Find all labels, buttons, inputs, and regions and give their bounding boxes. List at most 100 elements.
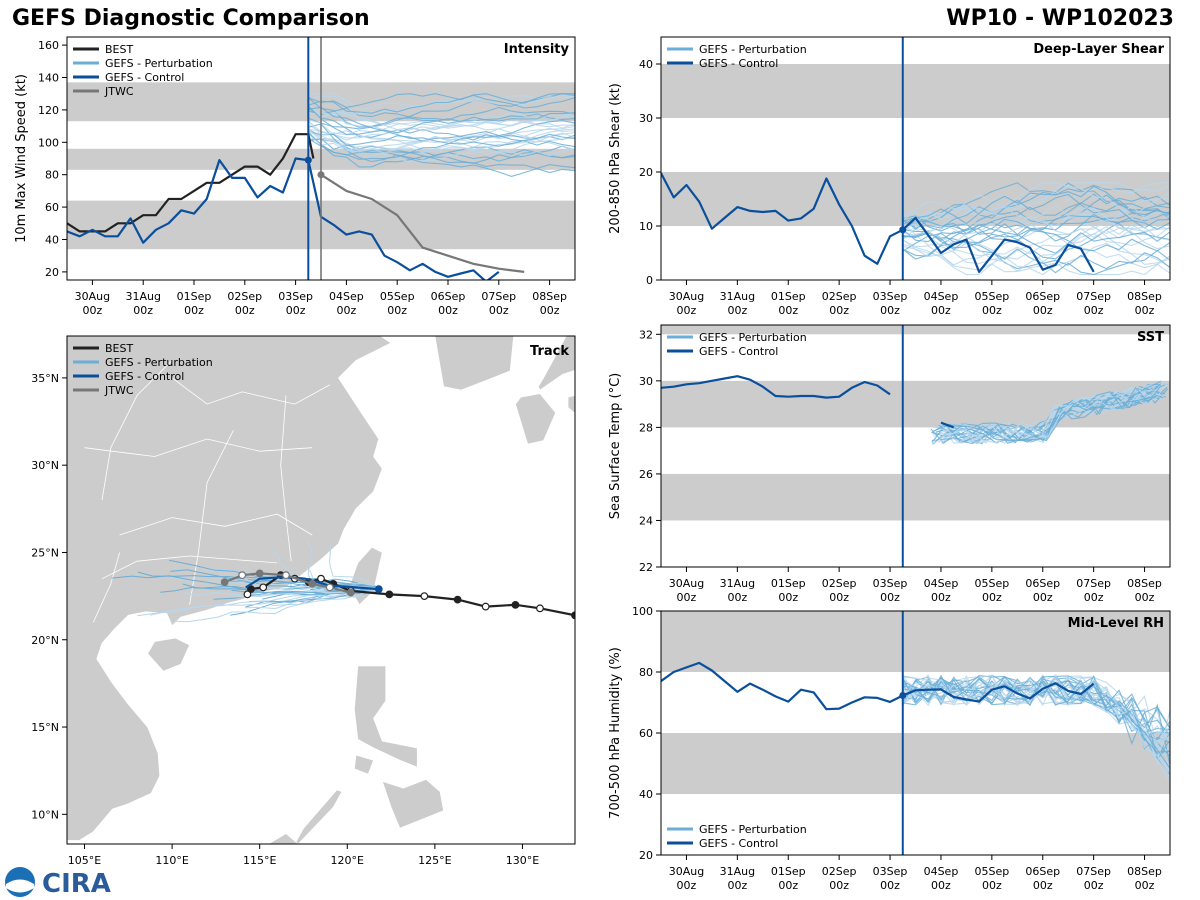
- sst-xtick-hour: 00z: [829, 591, 849, 604]
- page-title: GEFS Diagnostic Comparison: [12, 6, 370, 31]
- land-luzon: [353, 665, 418, 768]
- intensity-ytick-label: 80: [45, 169, 59, 182]
- shear-xtick-date: 03Sep: [873, 290, 908, 303]
- intensity-perturbation-line: [307, 111, 575, 139]
- land-shikoku: [567, 394, 575, 414]
- rh-xtick-date: 30Aug: [669, 865, 704, 878]
- shear-legend-label: GEFS - Perturbation: [699, 43, 807, 56]
- track-xtick-label: 125°E: [418, 854, 451, 867]
- land-palawan: [294, 789, 343, 844]
- shear-perturbation-line: [902, 193, 1170, 241]
- track-point-jtwc: [220, 578, 229, 587]
- track-point-jtwc: [282, 571, 290, 580]
- rh-ytick-label: 40: [639, 788, 653, 801]
- track-point-best: [259, 583, 268, 592]
- intensity-xtick-hour: 00z: [489, 304, 509, 317]
- shear-perturbation-line: [902, 202, 1170, 241]
- rh-xtick-hour: 00z: [982, 879, 1002, 892]
- track-point-best: [317, 574, 325, 583]
- intensity-legend-label: GEFS - Perturbation: [105, 57, 213, 70]
- rh-panel-title: Mid-Level RH: [1068, 616, 1164, 631]
- land-korea: [434, 336, 515, 391]
- shear-xtick-hour: 00z: [1135, 304, 1155, 317]
- intensity-ylabel: 10m Max Wind Speed (kt): [14, 74, 29, 243]
- shear-xtick-date: 05Sep: [974, 290, 1009, 303]
- track-ytick-label: 25°N: [31, 546, 59, 559]
- province-boundary: [171, 377, 330, 405]
- shear-panel-title: Deep-Layer Shear: [1033, 42, 1164, 57]
- intensity-perturbation-line: [308, 134, 575, 160]
- shear-xtick-date: 30Aug: [669, 290, 704, 303]
- intensity-xtick-date: 04Sep: [329, 290, 364, 303]
- intensity-ytick-label: 20: [45, 266, 59, 279]
- intensity-xtick-date: 01Sep: [177, 290, 212, 303]
- intensity-xtick-date: 31Aug: [125, 290, 160, 303]
- sst-xtick-date: 04Sep: [924, 577, 959, 590]
- intensity-xtick-date: 30Aug: [75, 290, 110, 303]
- intensity-xtick-date: 05Sep: [380, 290, 415, 303]
- rh-xtick-date: 02Sep: [822, 865, 857, 878]
- shear-ylabel: 200-850 hPa Shear (kt): [608, 83, 623, 234]
- sst-ylabel: Sea Surface Temp (°C): [608, 373, 623, 520]
- land-mainland-china: [67, 336, 392, 841]
- sst-band-2: [661, 325, 1170, 335]
- track-legend-label: GEFS - Control: [105, 370, 184, 383]
- land-japan-kyushu: [514, 393, 557, 445]
- shear-legend-label: GEFS - Control: [699, 57, 778, 70]
- rh-ytick-label: 20: [639, 849, 653, 862]
- sst-perturbation-line: [931, 383, 1162, 444]
- sst-ytick-label: 26: [639, 468, 653, 481]
- shear-panel: 01020304030Aug00z31Aug00z01Sep00z02Sep00…: [608, 36, 1171, 317]
- shear-perturbation-line: [902, 194, 1170, 226]
- sst-perturbation-line: [933, 382, 1164, 444]
- intensity-series-jtwc: [320, 173, 525, 273]
- shear-band-1: [661, 64, 1170, 118]
- land-mindoro: [353, 754, 375, 775]
- intensity-xtick-hour: 00z: [133, 304, 153, 317]
- rh-xtick-date: 04Sep: [924, 865, 959, 878]
- sst-perturbation-line: [931, 385, 1162, 442]
- intensity-perturbation-line: [308, 93, 575, 111]
- sst-ytick-label: 24: [639, 514, 653, 527]
- rh-xtick-hour: 00z: [880, 879, 900, 892]
- sst-xtick-date: 01Sep: [771, 577, 806, 590]
- intensity-perturbation-line: [307, 103, 575, 134]
- shear-perturbation-line: [902, 220, 1170, 254]
- shear-frame: [660, 36, 1171, 281]
- intensity-xtick-hour: 00z: [337, 304, 357, 317]
- intensity-xtick-hour: 00z: [184, 304, 204, 317]
- sst-ytick-label: 30: [639, 375, 653, 388]
- rh-xtick-date: 06Sep: [1025, 865, 1060, 878]
- intensity-xtick-date: 07Sep: [481, 290, 516, 303]
- shear-perturbation-line: [902, 193, 1170, 229]
- shear-ytick-label: 40: [639, 58, 653, 71]
- sst-xtick-hour: 00z: [1033, 591, 1053, 604]
- track-perturbation-line: [220, 580, 379, 592]
- track-point-jtwc: [325, 583, 334, 592]
- track-perturbation-line: [328, 545, 380, 588]
- track-point-jtwc: [238, 571, 247, 580]
- intensity-ytick-label: 100: [38, 136, 59, 149]
- track-point-jtwc: [255, 569, 264, 578]
- intensity-xtick-hour: 00z: [286, 304, 306, 317]
- shear-xtick-date: 07Sep: [1076, 290, 1111, 303]
- track-point-best: [243, 590, 252, 599]
- shear-xtick-hour: 00z: [829, 304, 849, 317]
- intensity-ytick-label: 60: [45, 201, 59, 214]
- province-boundary: [92, 552, 120, 623]
- intensity-perturbation-line: [308, 120, 575, 146]
- land-hainan: [147, 637, 191, 672]
- shear-ytick-label: 30: [639, 112, 653, 125]
- rh-xtick-hour: 00z: [727, 879, 747, 892]
- shear-ytick-label: 10: [639, 220, 653, 233]
- province-boundary: [84, 438, 313, 457]
- track-point-best: [481, 602, 490, 611]
- shear-xtick-hour: 00z: [982, 304, 1002, 317]
- shear-perturbation-line: [902, 219, 1170, 250]
- track-ytick-label: 15°N: [31, 721, 59, 734]
- shear-perturbation-line: [902, 188, 1170, 227]
- land-visayas: [381, 778, 445, 829]
- track-xtick-label: 105°E: [68, 854, 101, 867]
- intensity-xtick-date: 03Sep: [278, 290, 313, 303]
